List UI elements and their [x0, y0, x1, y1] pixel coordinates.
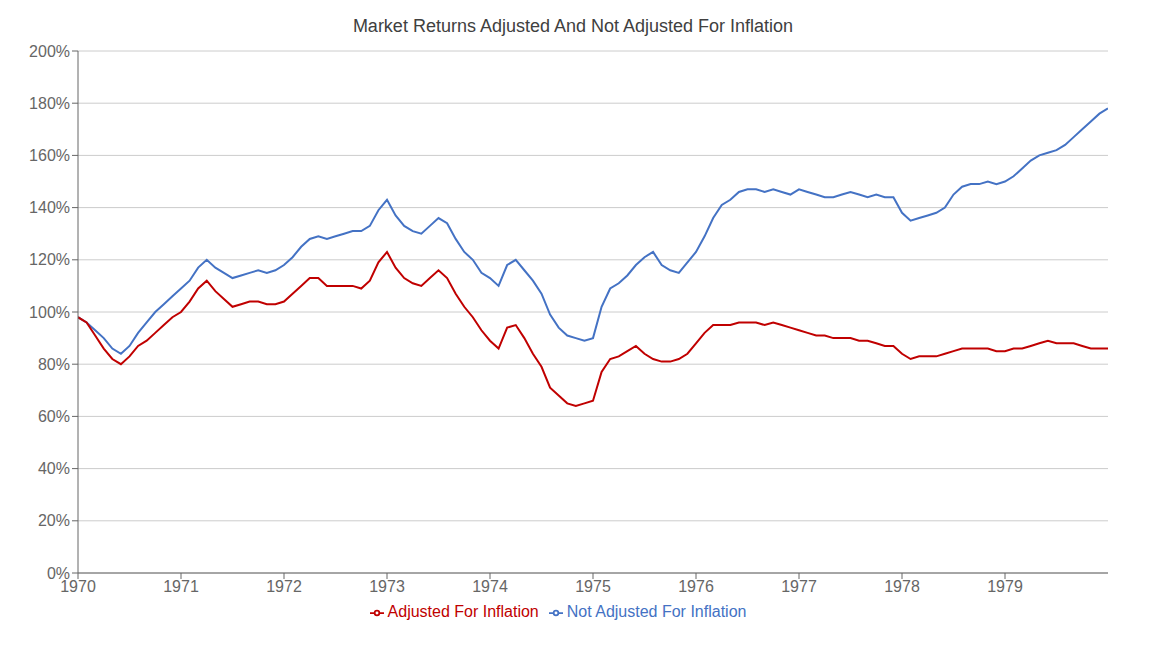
- html-text:Adjusted For Inflation: Adjusted For Inflation: [387, 603, 539, 620]
- svg-text:20%: 20%: [38, 512, 70, 529]
- svg-text:140%: 140%: [29, 199, 70, 216]
- svg-text:160%: 160%: [29, 147, 70, 164]
- svg-text:1971: 1971: [163, 578, 199, 595]
- svg-text:60%: 60%: [38, 408, 70, 425]
- html-text:Not Adjusted For Inflation: Not Adjusted For Inflation: [566, 603, 747, 620]
- svg-text:1976: 1976: [678, 578, 714, 595]
- svg-text:1970: 1970: [60, 578, 96, 596]
- svg-text:200%: 200%: [29, 43, 70, 60]
- svg-text:1974: 1974: [472, 578, 508, 595]
- svg-text:1972: 1972: [266, 578, 302, 595]
- html-text:Market Returns Adjusted And No: Market Returns Adjusted And Not Adjusted…: [352, 16, 794, 36]
- svg-text:0%: 0%: [47, 565, 70, 582]
- svg-text:1979: 1979: [987, 578, 1023, 595]
- svg-text:120%: 120%: [29, 251, 70, 268]
- svg-text:1975: 1975: [575, 578, 611, 595]
- svg-text:180%: 180%: [29, 95, 70, 112]
- svg-text:1977: 1977: [781, 578, 817, 595]
- svg-text:1978: 1978: [884, 578, 920, 595]
- svg-text:40%: 40%: [38, 460, 70, 477]
- svg-text:100%: 100%: [29, 304, 70, 321]
- svg-text:1973: 1973: [369, 578, 405, 595]
- svg-text:80%: 80%: [38, 356, 70, 373]
